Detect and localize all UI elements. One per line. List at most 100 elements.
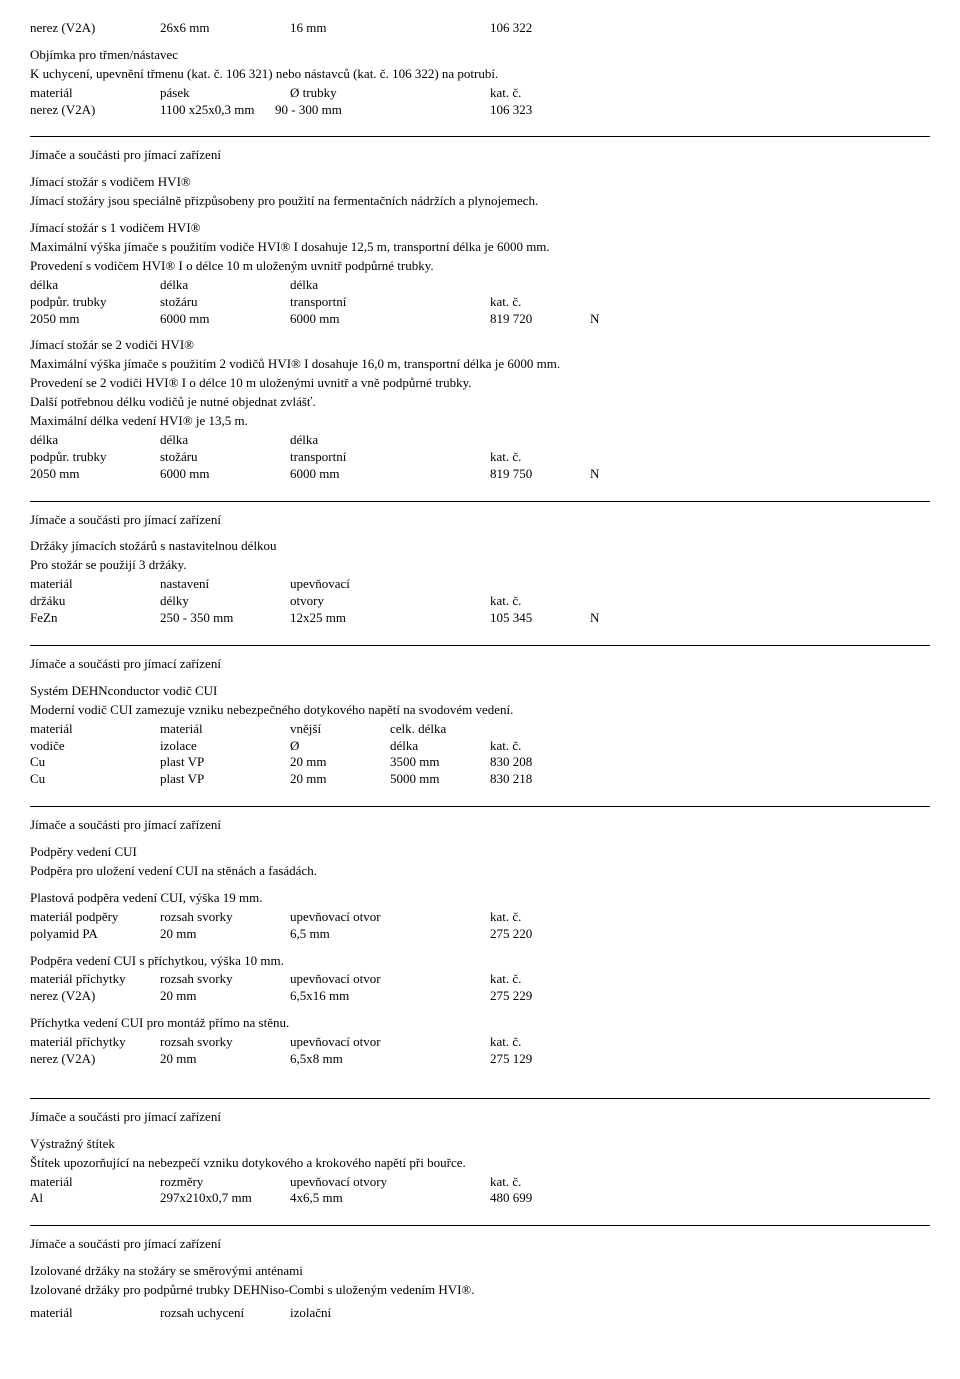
table-row: materiál rozsah uchycení izolační: [30, 1305, 930, 1322]
section-title: Držáky jímacích stožárů s nastavitelnou …: [30, 538, 930, 555]
cell: polyamid PA: [30, 926, 160, 943]
cell: 1100 x25x0,3 mm: [160, 102, 275, 119]
subsection-title: Podpěra vedení CUI s příchytkou, výška 1…: [30, 953, 930, 970]
cell: 106 323: [490, 102, 590, 119]
cell: 6,5x16 mm: [290, 988, 390, 1005]
cell: kat. č.: [490, 1174, 590, 1191]
cell: N: [590, 466, 630, 483]
table-row: materiál nastavení upevňovací: [30, 576, 930, 593]
section-title: Podpěry vedení CUI: [30, 844, 930, 861]
cell: plast VP: [160, 771, 290, 788]
cell: 830 208: [490, 754, 590, 771]
cell: stožáru: [160, 294, 290, 311]
cell: 830 218: [490, 771, 590, 788]
subsection-title: Jímací stožár se 2 vodiči HVI®: [30, 337, 930, 354]
cell: [390, 466, 490, 483]
cell: 26x6 mm: [160, 20, 290, 37]
cell: upevňovací: [290, 576, 390, 593]
cell: N: [590, 610, 630, 627]
cell: vnější: [290, 721, 390, 738]
cell: [390, 432, 490, 449]
section-desc: K uchycení, upevnění třmenu (kat. č. 106…: [30, 66, 930, 83]
cell: materiál: [30, 1305, 160, 1322]
section-title: Výstražný štítek: [30, 1136, 930, 1153]
cell: 90 - 300 mm: [275, 102, 390, 119]
cell: 5000 mm: [390, 771, 490, 788]
cell: 20 mm: [290, 754, 390, 771]
cell: upevňovací otvor: [290, 971, 390, 988]
cell: Cu: [30, 754, 160, 771]
cell: upevňovací otvor: [290, 909, 390, 926]
table-row: vodiče izolace Ø délka kat. č.: [30, 738, 930, 755]
cell: kat. č.: [490, 449, 590, 466]
cell: Cu: [30, 771, 160, 788]
cell: 480 699: [490, 1190, 590, 1207]
subsection-title: Plastová podpěra vedení CUI, výška 19 mm…: [30, 890, 930, 907]
table-row: Cu plast VP 20 mm 5000 mm 830 218: [30, 771, 930, 788]
cell: [390, 576, 490, 593]
section-desc: Pro stožár se použijí 3 držáky.: [30, 557, 930, 574]
table-row: Cu plast VP 20 mm 3500 mm 830 208: [30, 754, 930, 771]
section-title: Objímka pro třmen/nástavec: [30, 47, 930, 64]
cell: [390, 449, 490, 466]
section-header: Jímače a součásti pro jímací zařízení: [30, 817, 930, 834]
cell: [390, 1190, 490, 1207]
table-row: držáku délky otvory kat. č.: [30, 593, 930, 610]
cell: [390, 102, 490, 119]
cell: materiál: [160, 721, 290, 738]
cell: držáku: [30, 593, 160, 610]
section-header: Jímače a součásti pro jímací zařízení: [30, 1236, 930, 1253]
cell: délka: [30, 432, 160, 449]
cell: materiál: [30, 576, 160, 593]
cell: 6000 mm: [160, 466, 290, 483]
divider: [30, 136, 930, 137]
cell: Al: [30, 1190, 160, 1207]
cell: [490, 576, 590, 593]
section-title: Systém DEHNconductor vodič CUI: [30, 683, 930, 700]
cell: délka: [30, 277, 160, 294]
cell: nerez (V2A): [30, 20, 160, 37]
cell: rozměry: [160, 1174, 290, 1191]
cell: FeZn: [30, 610, 160, 627]
cell: materiál: [30, 85, 160, 102]
cell: délka: [290, 432, 390, 449]
cell: [390, 85, 490, 102]
cell: 4x6,5 mm: [290, 1190, 390, 1207]
cell: 3500 mm: [390, 754, 490, 771]
table-row: délka délka délka: [30, 432, 930, 449]
cell: plast VP: [160, 754, 290, 771]
section-desc: Moderní vodič CUI zamezuje vzniku nebezp…: [30, 702, 930, 719]
cell: [390, 926, 490, 943]
section-title: Izolované držáky na stožáry se směrovými…: [30, 1263, 930, 1280]
cell: 275 129: [490, 1051, 590, 1068]
cell: 6000 mm: [290, 466, 390, 483]
cell: [390, 610, 490, 627]
table-row: FeZn 250 - 350 mm 12x25 mm 105 345 N: [30, 610, 930, 627]
cell: vodiče: [30, 738, 160, 755]
cell: 16 mm: [290, 20, 390, 37]
divider: [30, 1225, 930, 1226]
table-row: materiál příchytky rozsah svorky upevňov…: [30, 1034, 930, 1051]
cell: 6,5x8 mm: [290, 1051, 390, 1068]
table-row: polyamid PA 20 mm 6,5 mm 275 220: [30, 926, 930, 943]
cell: Ø trubky: [290, 85, 390, 102]
text-line: Provedení s vodičem HVI® I o délce 10 m …: [30, 258, 930, 275]
cell: kat. č.: [490, 738, 590, 755]
section-header: Jímače a součásti pro jímací zařízení: [30, 1109, 930, 1126]
divider: [30, 501, 930, 502]
divider: [30, 1098, 930, 1099]
cell: 819 720: [490, 311, 590, 328]
cell: [390, 1034, 490, 1051]
cell: rozsah svorky: [160, 1034, 290, 1051]
table-row: materiál materiál vnější celk. délka: [30, 721, 930, 738]
subsection-title: Jímací stožár s 1 vodičem HVI®: [30, 220, 930, 237]
cell: 20 mm: [160, 926, 290, 943]
cell: otvory: [290, 593, 390, 610]
cell: kat. č.: [490, 971, 590, 988]
table-row: 2050 mm 6000 mm 6000 mm 819 720 N: [30, 311, 930, 328]
cell: izolační: [290, 1305, 390, 1322]
cell: [490, 432, 590, 449]
cell: 297x210x0,7 mm: [160, 1190, 290, 1207]
cell: kat. č.: [490, 909, 590, 926]
cell: materiál příchytky: [30, 1034, 160, 1051]
